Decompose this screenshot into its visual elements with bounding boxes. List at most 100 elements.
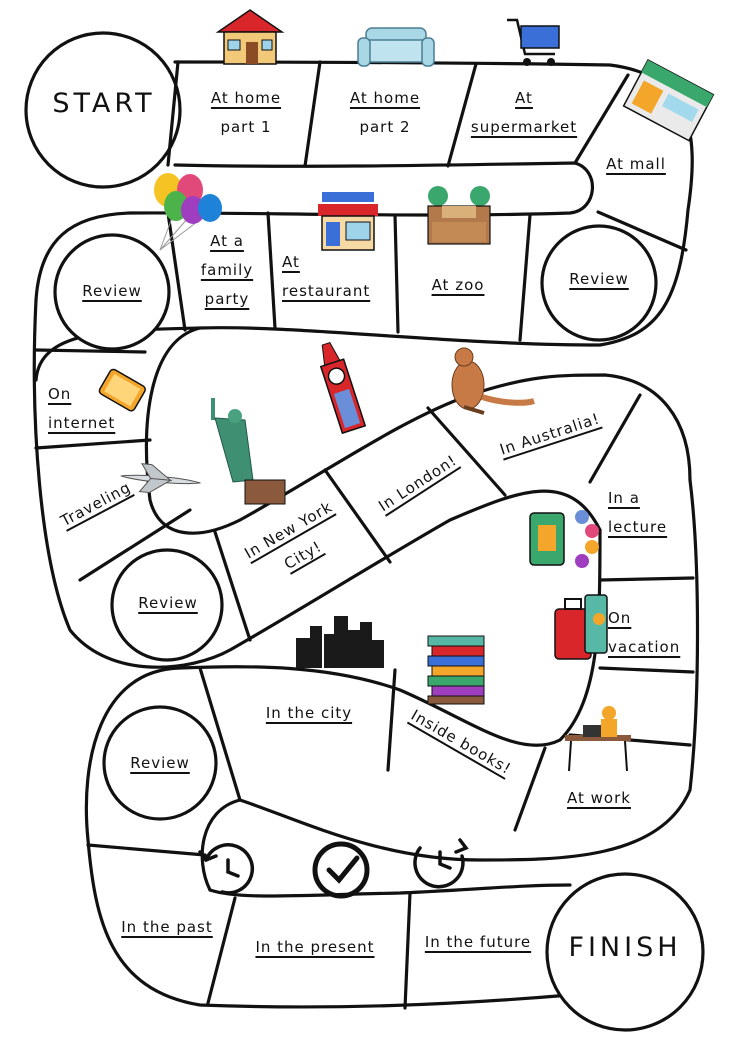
space-review-3[interactable]: Review bbox=[126, 589, 210, 618]
path-border bbox=[200, 478, 700, 892]
divider bbox=[573, 73, 630, 165]
shopping-cart-icon bbox=[507, 18, 560, 66]
present-clock-icon bbox=[312, 841, 370, 899]
space-at-family-party[interactable]: At a family party bbox=[190, 227, 264, 314]
zoo-icon bbox=[427, 186, 491, 245]
start-label: START bbox=[52, 88, 156, 119]
divider bbox=[206, 896, 237, 1005]
city-skyline-icon bbox=[296, 616, 384, 668]
books-icon bbox=[427, 635, 485, 705]
divider bbox=[303, 60, 322, 168]
divider bbox=[78, 508, 192, 582]
space-label: At bbox=[515, 89, 533, 107]
luggage-icon bbox=[554, 594, 608, 660]
path-border bbox=[144, 326, 692, 535]
space-in-the-city[interactable]: In the city bbox=[254, 699, 364, 728]
space-in-the-present[interactable]: In the present bbox=[245, 933, 385, 962]
review-circle-1 bbox=[540, 224, 658, 342]
divider bbox=[598, 576, 695, 582]
path-border bbox=[34, 161, 594, 302]
space-at-supermarket[interactable]: At supermarket bbox=[464, 84, 584, 142]
space-review-4[interactable]: Review bbox=[118, 749, 202, 778]
space-at-zoo[interactable]: At zoo bbox=[418, 271, 498, 300]
divider bbox=[596, 210, 688, 252]
mall-icon bbox=[622, 58, 715, 142]
review-circle-2 bbox=[53, 233, 171, 351]
divider bbox=[426, 406, 507, 497]
space-label: part 2 bbox=[359, 118, 411, 136]
space-label: Review bbox=[569, 270, 629, 288]
space-in-the-future[interactable]: In the future bbox=[413, 928, 543, 957]
space-label: family bbox=[200, 261, 254, 279]
space-label: Review bbox=[138, 594, 198, 612]
divider bbox=[598, 666, 695, 674]
divider bbox=[588, 393, 642, 484]
divider bbox=[393, 213, 400, 334]
divider bbox=[86, 843, 207, 857]
space-label: At home bbox=[210, 89, 282, 107]
house-icon bbox=[215, 9, 285, 65]
space-at-mall[interactable]: At mall bbox=[596, 150, 676, 179]
divider bbox=[403, 891, 412, 1010]
space-in-the-past[interactable]: In the past bbox=[110, 913, 224, 942]
space-label: supermarket bbox=[470, 118, 578, 136]
space-label: At zoo bbox=[431, 276, 485, 294]
balloons-icon bbox=[154, 173, 222, 251]
finish-label: FINISH bbox=[568, 932, 682, 963]
space-label: In the present bbox=[255, 938, 375, 956]
statue-of-liberty-icon bbox=[211, 398, 286, 505]
space-label: party bbox=[204, 290, 250, 308]
space-at-restaurant[interactable]: At restaurant bbox=[282, 248, 394, 306]
lecture-icon bbox=[529, 510, 599, 568]
finish-circle bbox=[545, 872, 705, 1032]
space-at-home-part-1[interactable]: At home part 1 bbox=[196, 84, 296, 142]
start-circle bbox=[24, 31, 182, 189]
divider bbox=[213, 530, 252, 642]
space-at-work[interactable]: At work bbox=[558, 784, 640, 813]
space-label: Review bbox=[130, 754, 190, 772]
divider bbox=[518, 213, 532, 342]
space-label: restaurant bbox=[282, 282, 371, 300]
space-in-a-lecture[interactable]: In a lecture bbox=[608, 484, 688, 542]
divider bbox=[166, 60, 180, 167]
kangaroo-icon bbox=[451, 347, 535, 415]
space-label: vacation bbox=[608, 638, 681, 656]
space-review-2[interactable]: Review bbox=[70, 277, 154, 306]
space-on-internet[interactable]: On internet bbox=[48, 380, 128, 438]
review-circle-3 bbox=[110, 548, 224, 662]
space-label: At home bbox=[349, 89, 421, 107]
sofa-icon bbox=[357, 27, 435, 67]
space-on-vacation[interactable]: On vacation bbox=[608, 604, 692, 662]
path-border bbox=[32, 298, 602, 669]
space-label: part 1 bbox=[220, 118, 272, 136]
past-clock-icon bbox=[198, 843, 255, 895]
divider bbox=[198, 666, 242, 802]
space-label: In the future bbox=[424, 933, 532, 951]
path-border bbox=[84, 528, 602, 842]
space-label: On bbox=[608, 609, 632, 627]
divider bbox=[34, 348, 147, 354]
space-label: On bbox=[48, 385, 72, 403]
tablet-icon bbox=[98, 368, 146, 412]
space-label: At bbox=[282, 253, 300, 271]
space-label: At a bbox=[210, 232, 244, 250]
divider bbox=[513, 746, 547, 832]
divider bbox=[34, 438, 152, 450]
future-clock-icon bbox=[413, 838, 469, 889]
space-label: In the past bbox=[121, 918, 213, 936]
divider bbox=[386, 668, 397, 772]
big-ben-icon bbox=[319, 341, 367, 435]
divider bbox=[323, 468, 392, 564]
space-label: In a bbox=[608, 489, 640, 507]
divider bbox=[266, 211, 277, 330]
space-label: internet bbox=[48, 414, 116, 432]
space-label: At work bbox=[567, 789, 631, 807]
review-circle-4 bbox=[102, 705, 218, 821]
space-label: lecture bbox=[608, 518, 668, 536]
space-review-1[interactable]: Review bbox=[559, 265, 639, 294]
divider bbox=[166, 211, 187, 332]
desk-worker-icon bbox=[565, 706, 631, 772]
space-label: At mall bbox=[606, 155, 666, 173]
space-at-home-part-2[interactable]: At home part 2 bbox=[335, 84, 435, 142]
